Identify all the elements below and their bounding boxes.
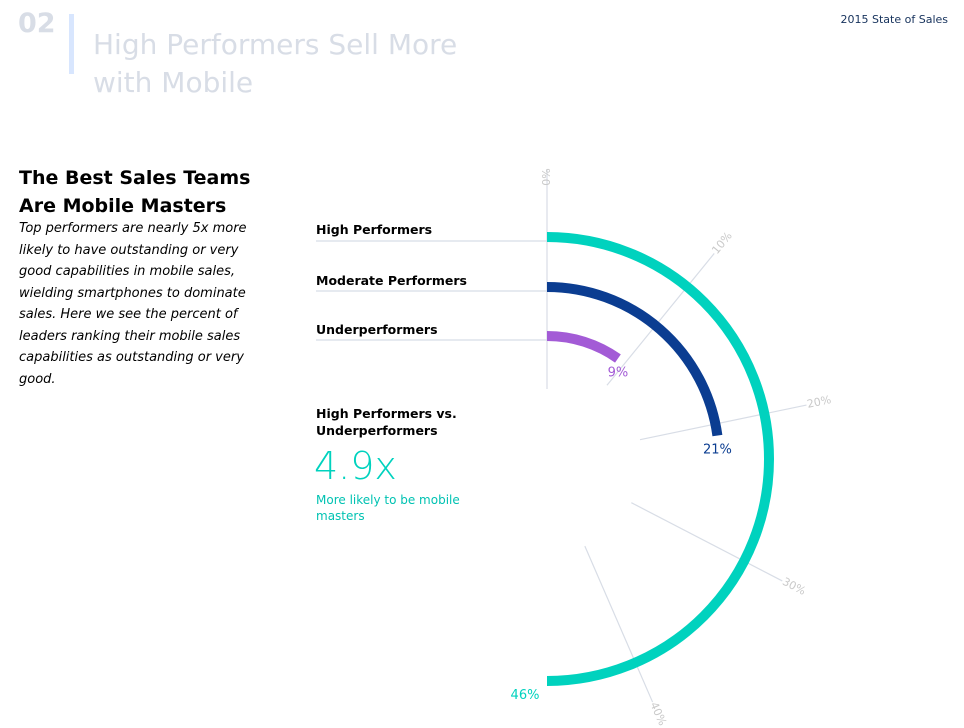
page-title: High Performers Sell More with Mobile (93, 27, 458, 99)
row-label: Moderate Performers (316, 273, 467, 288)
report-label: 2015 State of Sales (840, 13, 948, 26)
chart-row-labels: High Performers Moderate Performers Underp… (316, 222, 547, 341)
tick-label: 30% (780, 575, 808, 598)
title-divider (69, 14, 74, 74)
gridline (631, 502, 783, 582)
comparison-value: 4.9x (314, 444, 397, 488)
tick-label: 0% (540, 168, 553, 185)
value-label: 46% (511, 688, 540, 703)
value-label: 21% (703, 443, 732, 458)
tick-label: 40% (647, 700, 669, 728)
row-label: High Performers (316, 222, 432, 237)
bar-arc (546, 232, 774, 686)
comparison-note: More likely to be mobile masters (316, 493, 460, 523)
chart-value-labels: 46% 21% 9% (511, 366, 732, 703)
gridline (639, 404, 807, 441)
bar-arc (546, 331, 621, 363)
bar-arc (546, 282, 723, 437)
chart-bars (546, 232, 774, 686)
intro-paragraph: Top performers are nearly 5x more likely… (19, 221, 247, 387)
gridline (584, 545, 654, 703)
row-label: Underperformers (316, 322, 438, 337)
tick-label: 10% (709, 229, 735, 256)
chart-gridlines: 0% 10% 20% 30% 40% (540, 168, 832, 727)
value-label: 9% (608, 366, 629, 381)
section-number: 02 (18, 8, 56, 39)
section-headline: The Best Sales Teams Are Mobile Masters (19, 166, 251, 217)
tick-label: 20% (806, 393, 833, 411)
gridline (606, 253, 715, 386)
comparison-title: High Performers vs. Underperformers (316, 406, 457, 438)
